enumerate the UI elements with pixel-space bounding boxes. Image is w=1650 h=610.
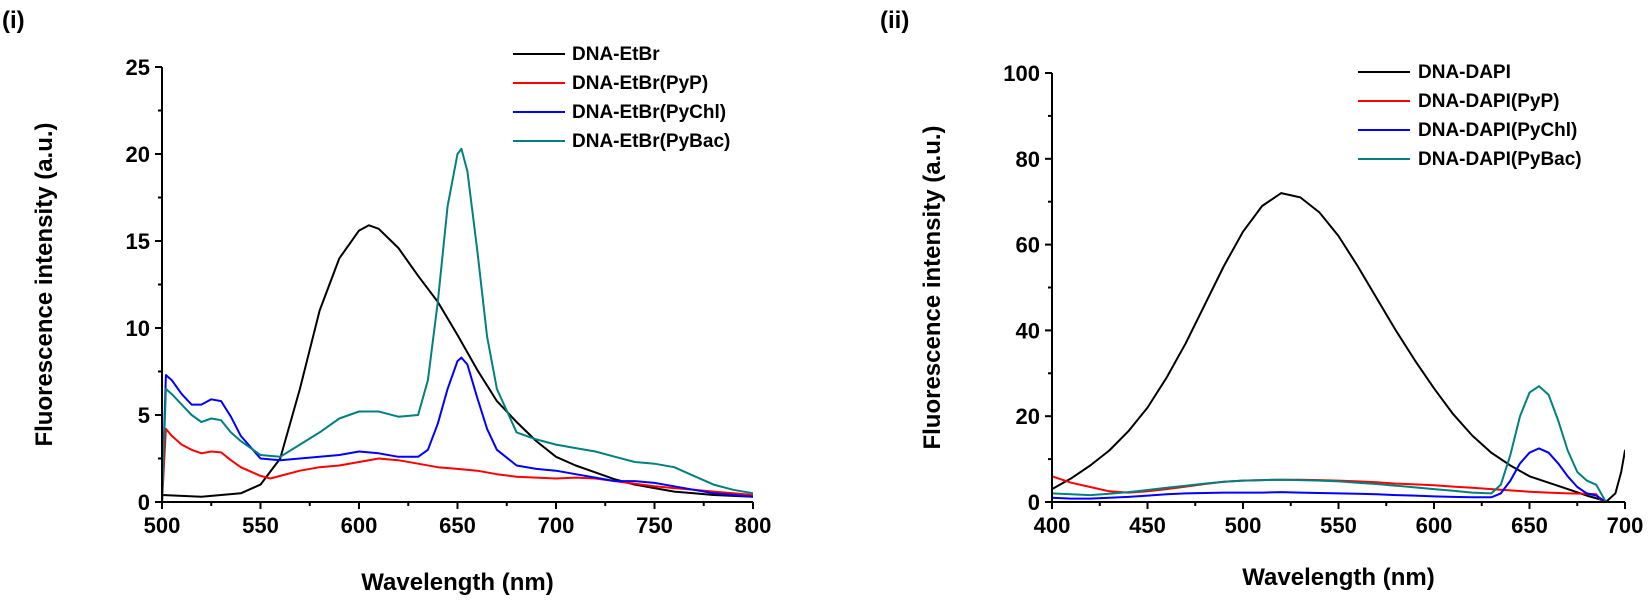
x-tick-label: 650 <box>439 513 476 538</box>
y-tick-label: 25 <box>126 55 150 80</box>
x-tick-label: 500 <box>144 513 181 538</box>
y-tick-label: 10 <box>126 316 150 341</box>
x-tick-label: 500 <box>1225 513 1262 538</box>
panel-ii: (ii) 400 450 500 550 600 650 700 0 20 40 60 80 100 Wav… <box>880 7 1643 591</box>
y-tick-label: 60 <box>1016 233 1040 258</box>
x-axis-title: Wavelength (nm) <box>361 569 553 596</box>
y-axis-title: Fluorescence intensity (a.u.) <box>919 125 946 449</box>
series-line-3 <box>162 356 753 502</box>
series-line-1 <box>1052 192 1625 502</box>
legend-label: DNA-EtBr <box>572 44 660 65</box>
x-tick-label: 400 <box>1034 513 1071 538</box>
legend-label: DNA-EtBr(PyBac) <box>572 131 730 152</box>
x-tick-label: 800 <box>735 513 772 538</box>
y-axis-title: Fluorescence intensity (a.u.) <box>31 122 58 446</box>
x-tick-label: 600 <box>341 513 378 538</box>
x-tick-label: 700 <box>538 513 575 538</box>
legend-label: DNA-EtBr(PyP) <box>572 73 708 94</box>
y-tick-label: 20 <box>126 142 150 167</box>
series-line-4 <box>1052 385 1607 502</box>
legend: DNA-DAPI DNA-DAPI(PyP) DNA-DAPI(PyChl) DNA-… <box>1358 62 1582 170</box>
x-tick-label: 750 <box>636 513 673 538</box>
panel-i: (i) 500 550 600 650 700 750 800 0 5 10 15 20 25 Wavele… <box>2 7 771 596</box>
series-group <box>1052 192 1625 502</box>
x-tick-label: 700 <box>1607 513 1644 538</box>
series-group <box>162 147 753 502</box>
legend-label: DNA-DAPI(PyP) <box>1418 91 1559 112</box>
panel-label: (ii) <box>880 7 909 34</box>
x-tick-label: 650 <box>1511 513 1548 538</box>
legend-label: DNA-EtBr(PyChl) <box>572 102 726 123</box>
x-tick-label: 600 <box>1416 513 1453 538</box>
legend-label: DNA-DAPI(PyBac) <box>1418 149 1582 170</box>
x-tick-label: 550 <box>1320 513 1357 538</box>
series-line-1 <box>162 224 753 498</box>
y-tick-label: 20 <box>1016 404 1040 429</box>
y-tick-label: 0 <box>1028 490 1040 515</box>
series-line-3 <box>1052 447 1607 502</box>
y-tick-label: 15 <box>126 229 150 254</box>
y-tick-label: 80 <box>1016 147 1040 172</box>
legend-label: DNA-DAPI(PyChl) <box>1418 120 1577 141</box>
legend: DNA-EtBr DNA-EtBr(PyP) DNA-EtBr(PyChl) DNA-… <box>513 44 730 152</box>
series-line-4 <box>162 147 753 502</box>
x-tick-label: 550 <box>242 513 279 538</box>
x-tick-label: 450 <box>1129 513 1166 538</box>
y-tick-label: 5 <box>138 403 150 428</box>
y-tick-label: 40 <box>1016 318 1040 343</box>
x-axis-title: Wavelength (nm) <box>1242 564 1434 591</box>
y-tick-label: 100 <box>1003 61 1040 86</box>
panel-label: (i) <box>2 7 25 34</box>
legend-label: DNA-DAPI <box>1418 62 1511 83</box>
y-tick-label: 0 <box>138 490 150 515</box>
series-line-2 <box>162 427 753 502</box>
